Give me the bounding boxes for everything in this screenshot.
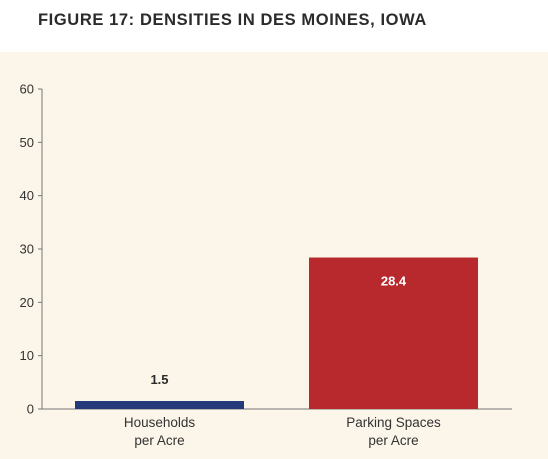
y-tick-label: 0 (27, 402, 34, 417)
y-tick-label: 30 (20, 242, 34, 257)
x-category-label: Households (124, 415, 196, 430)
bars: 1.5 28.4 (75, 257, 478, 409)
y-tick-label: 20 (20, 295, 34, 310)
chart-title: FIGURE 17: DENSITIES IN DES MOINES, IOWA (38, 11, 427, 29)
bar-parking-spaces-per-acre (309, 257, 478, 409)
data-label: 1.5 (150, 372, 168, 387)
data-label: 28.4 (381, 274, 407, 289)
title-band: FIGURE 17: DENSITIES IN DES MOINES, IOWA (0, 0, 548, 52)
x-category-label: Parking Spaces (346, 415, 441, 430)
y-tick-label: 50 (20, 135, 34, 150)
x-category-label: per Acre (134, 433, 184, 448)
y-tick-label: 60 (20, 82, 34, 97)
y-tick-label: 40 (20, 188, 34, 203)
y-tick-label: 10 (20, 348, 34, 363)
category-labels: Households per Acre Parking Spaces per Acre (124, 415, 441, 448)
bar-households-per-acre (75, 401, 244, 409)
x-category-label: per Acre (368, 433, 418, 448)
